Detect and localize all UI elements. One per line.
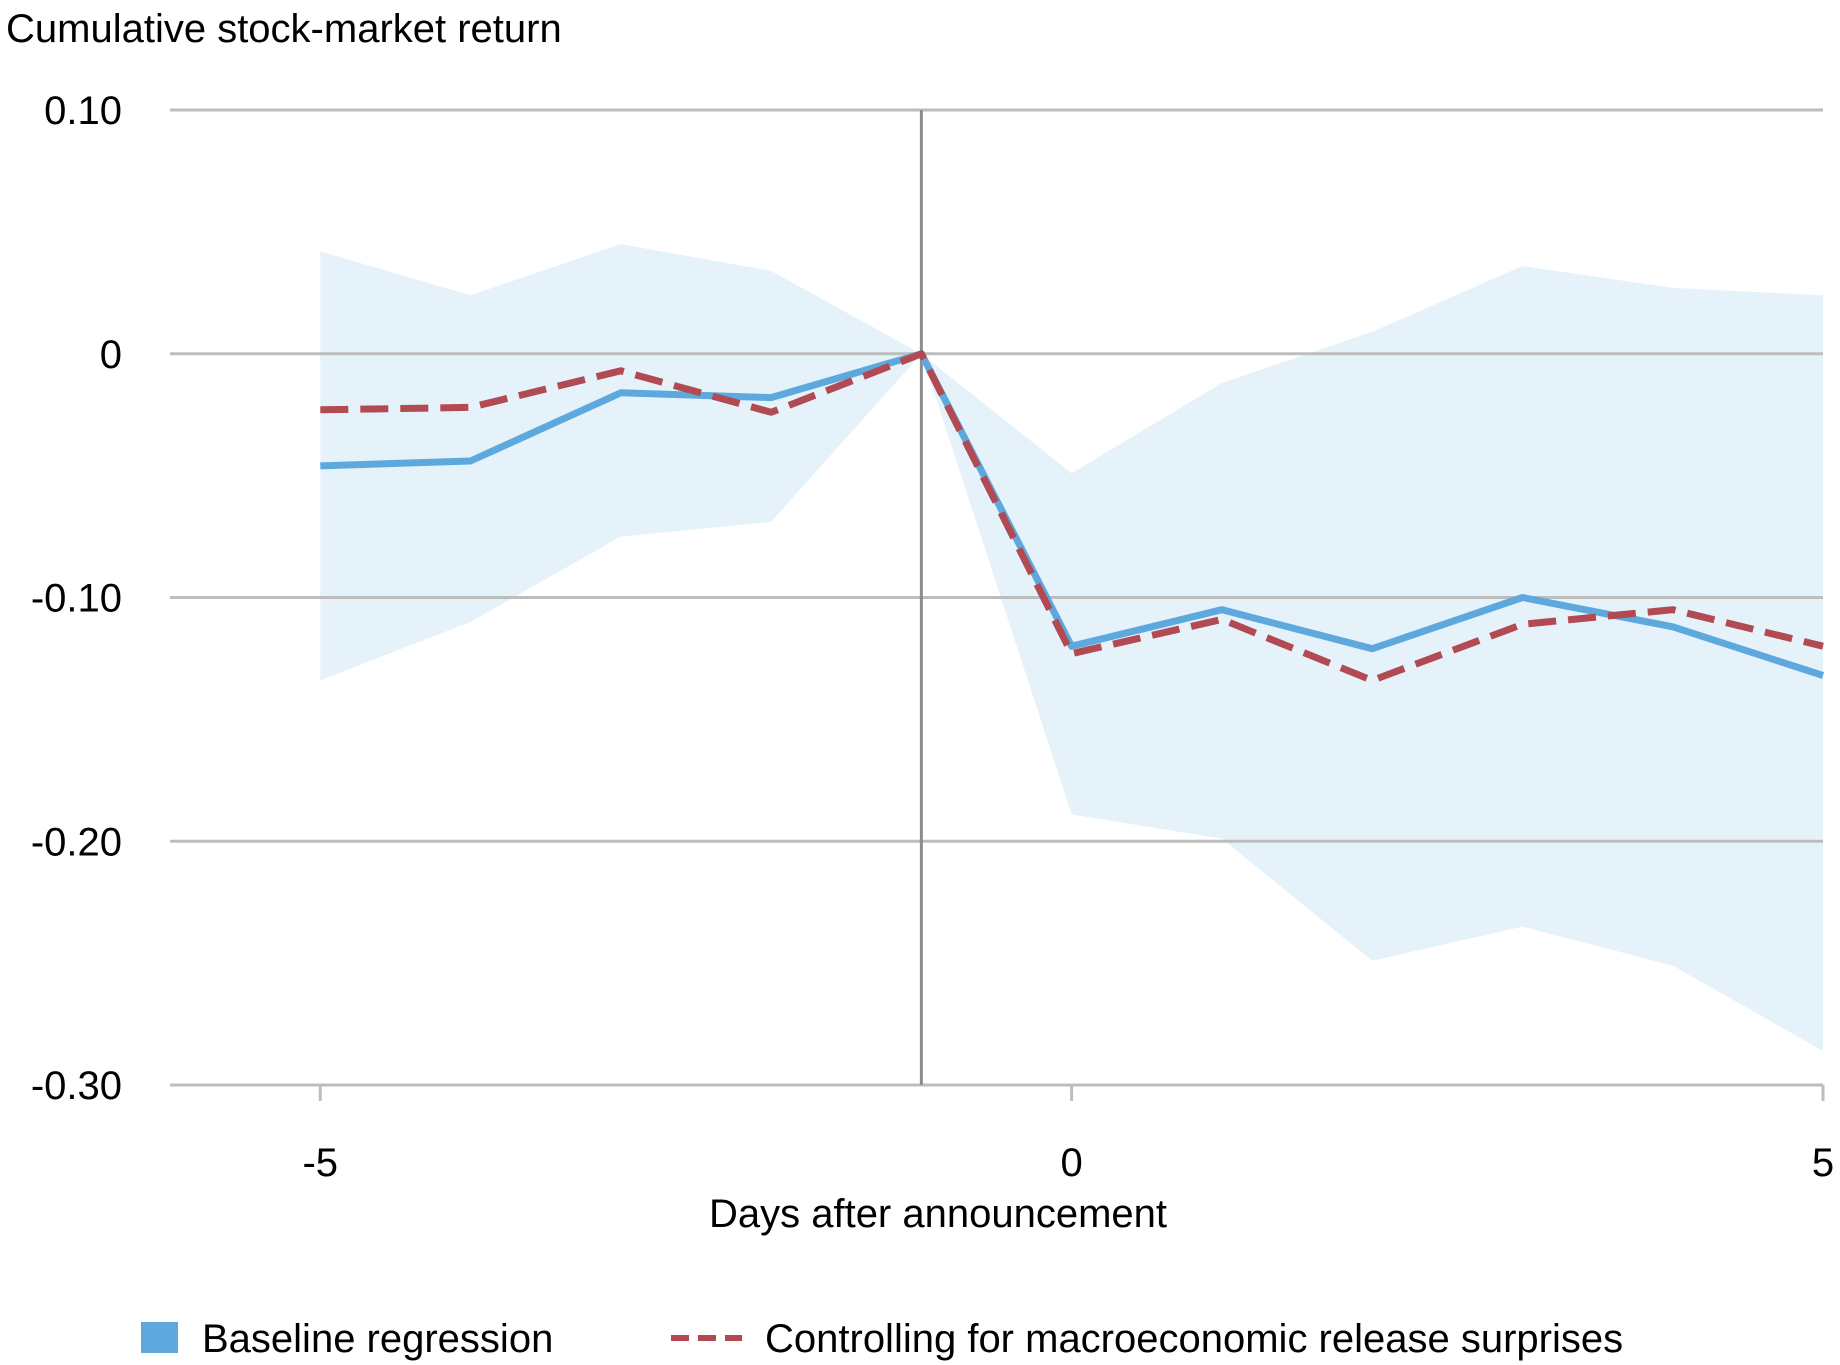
y-tick-label: -0.10 [31,577,122,621]
legend-swatch-baseline [141,1322,178,1353]
y-tick-label: -0.20 [31,820,122,864]
series-line-controlling [320,350,1824,684]
x-tick-label: -5 [302,1141,338,1185]
x-axis-title: Days after announcement [709,1192,1167,1236]
x-tick-label: 5 [1812,1141,1834,1185]
y-tick-label: -0.30 [31,1064,122,1108]
gridlines [170,108,1825,1101]
y-tick-label: 0 [100,333,122,377]
series-layer [320,350,1825,684]
y-axis-title: Cumulative stock-market return [6,7,562,51]
tick-labels: 0.10 0 -0.10 -0.20 -0.30 -5 0 5 [31,89,1834,1185]
legend-label-controlling: Controlling for macroeconomic release su… [765,1317,1623,1361]
legend-label-baseline: Baseline regression [202,1317,553,1361]
y-tick-label: 0.10 [44,89,122,133]
legend: Baseline regression Controlling for macr… [141,1317,1623,1361]
x-tick-label: 0 [1061,1141,1083,1185]
series-line-baseline [320,350,1825,679]
